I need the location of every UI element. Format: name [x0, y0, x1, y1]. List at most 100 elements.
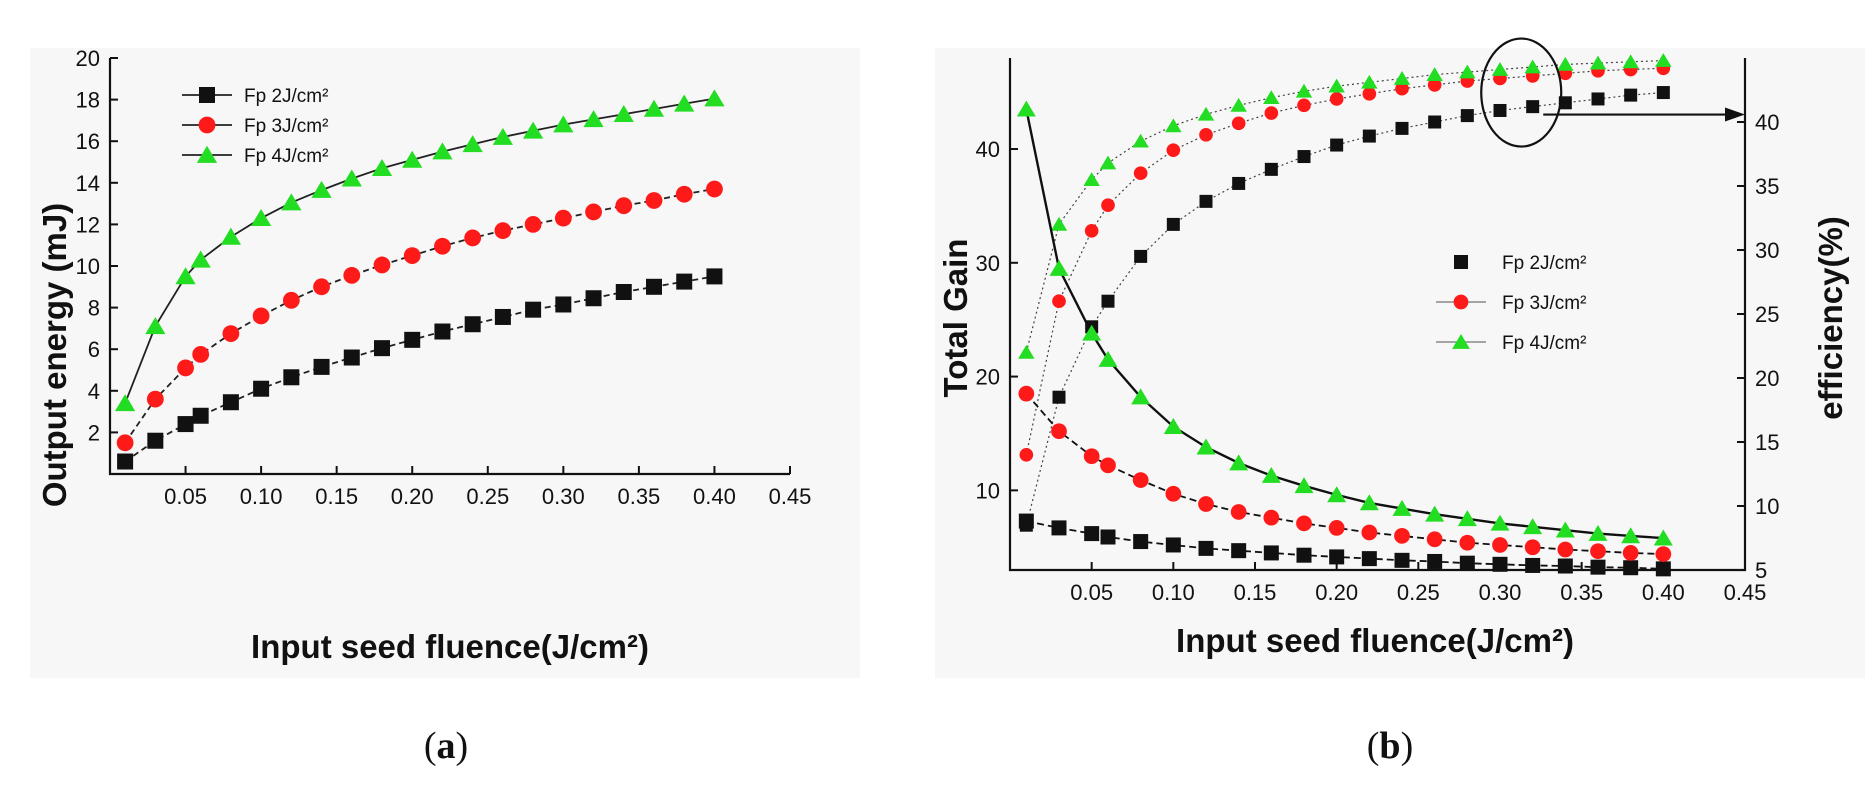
- data-point: [311, 180, 332, 198]
- data-point: [1329, 92, 1344, 106]
- data-point: [434, 237, 451, 255]
- data-point: [1395, 81, 1409, 96]
- data-point: [1622, 545, 1639, 561]
- data-point: [1296, 547, 1312, 563]
- data-point: [1018, 385, 1035, 402]
- y-tick-label: 6: [88, 337, 100, 362]
- data-point: [1589, 55, 1607, 70]
- legend-label: Fp 3J/cm²: [244, 116, 328, 137]
- panel-a-background: [30, 48, 860, 678]
- data-point: [585, 203, 602, 221]
- gain-series-3: [1016, 100, 1673, 546]
- data-point: [250, 208, 272, 226]
- data-point: [190, 250, 211, 268]
- y-tick-label: 16: [76, 129, 100, 154]
- data-point: [1395, 121, 1409, 135]
- data-point: [1428, 115, 1442, 129]
- data-point: [1264, 106, 1279, 120]
- data-point: [1426, 67, 1443, 81]
- data-point: [1263, 545, 1279, 561]
- data-point: [253, 380, 270, 397]
- data-point: [1084, 526, 1100, 542]
- y-tick-label: 20: [76, 46, 100, 71]
- data-point: [222, 394, 239, 411]
- data-point: [146, 390, 164, 408]
- y-tick-label: 40: [976, 137, 1000, 162]
- legend-marker: [198, 116, 216, 134]
- data-point: [1165, 118, 1182, 133]
- data-point: [676, 273, 693, 290]
- data-point: [192, 346, 210, 363]
- efficiency-line: [1025, 92, 1664, 526]
- data-point: [1018, 344, 1035, 359]
- legend-label: Fp 2J/cm²: [1502, 253, 1586, 274]
- data-point: [147, 432, 164, 449]
- legend-label: Fp 4J/cm²: [1502, 333, 1586, 354]
- data-point: [1555, 521, 1575, 538]
- data-point: [1588, 524, 1608, 541]
- data-point: [613, 104, 634, 122]
- x-tick-label: 0.05: [1070, 580, 1113, 605]
- gain-line: [1025, 393, 1664, 555]
- data-point: [1296, 515, 1312, 532]
- data-point: [1457, 510, 1477, 527]
- caption-b: (b): [1367, 725, 1413, 767]
- data-point: [1524, 59, 1541, 74]
- data-point: [1361, 551, 1377, 567]
- data-point: [1231, 543, 1247, 559]
- data-point: [645, 192, 663, 209]
- x-tick-label: 0.20: [1315, 580, 1358, 605]
- panel-b-background: [935, 48, 1865, 678]
- data-point: [494, 308, 511, 325]
- x-tick-label: 0.40: [1642, 580, 1685, 605]
- legend-label: Fp 4J/cm²: [244, 146, 328, 167]
- data-point: [117, 453, 134, 470]
- y2-tick-label: 20: [1755, 366, 1779, 391]
- data-point: [1491, 62, 1509, 76]
- data-point: [252, 307, 270, 325]
- y-tick-label: 2: [88, 420, 100, 445]
- data-point: [1051, 520, 1067, 536]
- data-point: [222, 325, 240, 342]
- data-point: [1590, 543, 1606, 560]
- data-point: [403, 247, 421, 264]
- data-point: [1656, 86, 1670, 100]
- series-3: [114, 89, 725, 412]
- data-point: [1558, 96, 1572, 110]
- data-point: [1132, 472, 1149, 488]
- data-point: [1621, 527, 1641, 544]
- efficiency-series-3: [1018, 53, 1672, 359]
- y-tick-label: 10: [76, 254, 100, 279]
- data-point: [1297, 98, 1311, 113]
- data-point: [373, 256, 391, 274]
- data-point: [1294, 477, 1314, 494]
- data-point: [1328, 520, 1345, 536]
- data-point: [1082, 324, 1102, 341]
- data-point: [1328, 78, 1345, 93]
- data-point: [1492, 537, 1508, 553]
- data-point: [464, 316, 481, 333]
- data-point: [1655, 561, 1671, 577]
- data-point: [1051, 423, 1067, 440]
- x-tick-label: 0.45: [769, 484, 812, 509]
- series-2: [116, 180, 723, 452]
- data-point: [1590, 559, 1606, 575]
- highlight-ellipse: [1480, 37, 1563, 148]
- data-point: [1230, 97, 1247, 112]
- data-point: [585, 290, 602, 307]
- data-point: [1361, 74, 1378, 89]
- x-tick-label: 0.10: [240, 484, 283, 509]
- data-point: [1459, 555, 1475, 571]
- data-point: [1557, 56, 1574, 71]
- panel-b-chart: 0.05 0.10 0.15 0.20 0.25 0.30 0.35 0.40 0.45 10 20…: [935, 37, 1865, 678]
- data-point: [1165, 537, 1181, 553]
- efficiency-series-2: [1019, 61, 1671, 462]
- legend-label: Fp 2J/cm²: [244, 86, 328, 107]
- panel-b-x-axis-title: Input seed fluence(J/cm²): [1176, 622, 1574, 659]
- y-tick-label: 12: [76, 212, 100, 237]
- data-point: [1231, 116, 1246, 131]
- data-point: [1524, 539, 1541, 556]
- highlight-annotation: [1480, 37, 1745, 148]
- panel-a-x-axis-title: Input seed fluence(J/cm²): [251, 628, 649, 665]
